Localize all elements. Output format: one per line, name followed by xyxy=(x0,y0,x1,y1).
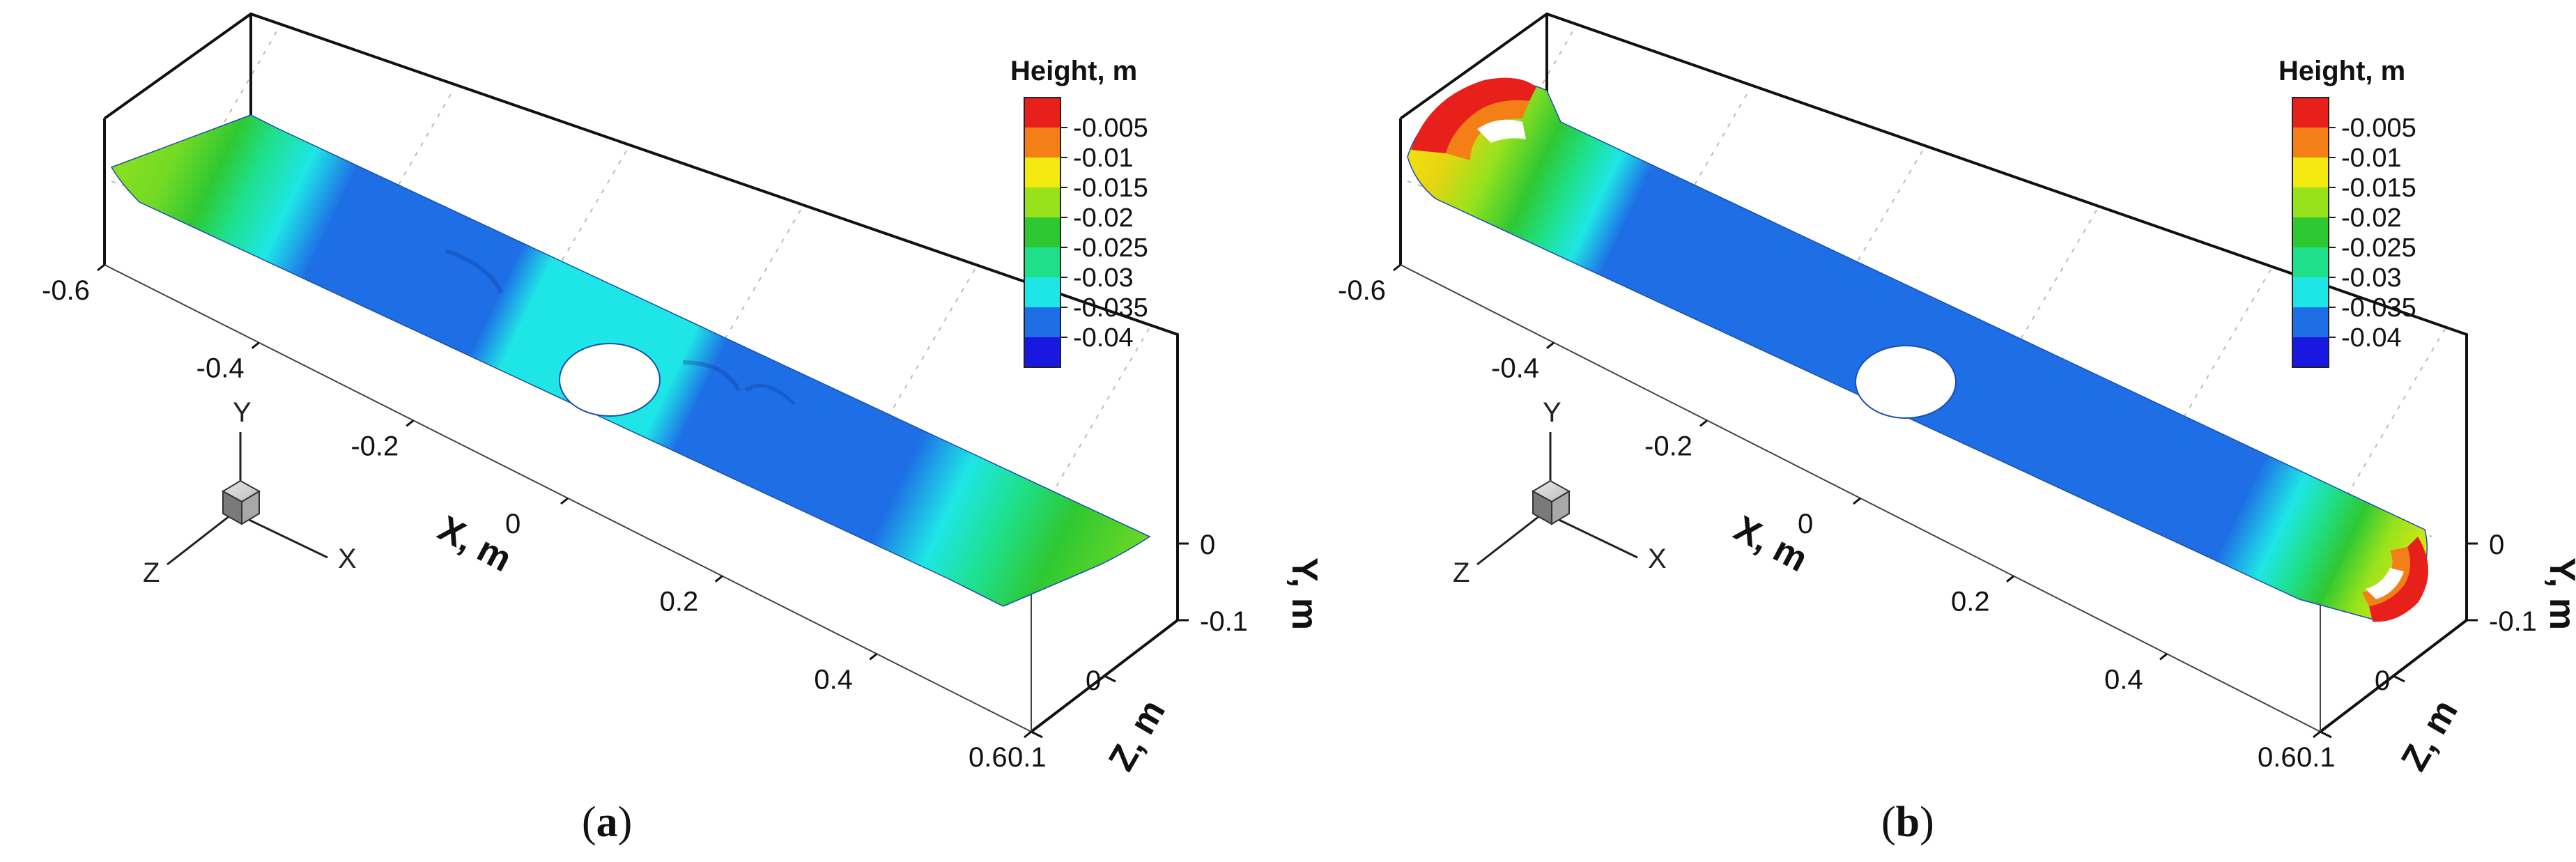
x-tick-label: 0 xyxy=(1798,509,1813,539)
legend-label: -0.03 xyxy=(1073,263,1134,293)
legend: Height, m -0.005-0.01-0.015-0.02-0.025-0… xyxy=(1010,56,1148,368)
y-tick-0: 0 xyxy=(2489,530,2504,560)
legend-label: -0.025 xyxy=(2341,233,2416,263)
legend-swatch xyxy=(2292,247,2329,277)
legend-swatch xyxy=(1024,98,1061,128)
legend-label: -0.01 xyxy=(1073,144,1134,173)
legend-swatch xyxy=(1024,157,1061,187)
triad-label-y: Y xyxy=(233,397,252,428)
x-axis-ticks: -0.6 -0.4 -0.2 0 0.2 0.4 0.6 xyxy=(42,263,1032,773)
legend-title: Height, m xyxy=(2278,56,2405,86)
x-tick-label: 0 xyxy=(505,509,520,539)
legend-swatch xyxy=(2292,337,2329,367)
z-tick-1: 0.1 xyxy=(2297,742,2336,773)
x-axis-ticks: -0.6 -0.4 -0.2 0 0.2 0.4 0.6 xyxy=(1338,263,2321,773)
legend-label: -0.02 xyxy=(2341,203,2402,233)
x-tick-label: -0.4 xyxy=(1491,353,1539,384)
legend-swatch xyxy=(2292,217,2329,247)
legend-swatch xyxy=(1024,247,1061,277)
triad-label-x: X xyxy=(1648,544,1667,574)
legend-swatch xyxy=(2292,128,2329,157)
legend-swatch xyxy=(1024,128,1061,157)
x-tick-label: -0.2 xyxy=(1644,431,1692,461)
legend-swatch xyxy=(1024,277,1061,307)
legend-swatch xyxy=(2292,157,2329,187)
grid-lines xyxy=(111,27,1150,537)
triad-label-z: Z xyxy=(1453,557,1470,588)
plate-notch-right xyxy=(2366,568,2404,599)
legend-label: -0.02 xyxy=(1073,203,1134,233)
x-tick-label: 0.4 xyxy=(2104,664,2143,695)
x-tick-label: -0.6 xyxy=(1338,275,1386,306)
y-tick-1: -0.1 xyxy=(2489,606,2537,637)
panel-b: -0.6-0.4-0.200.20.40.6 X, m 0 -0.1 Y, m … xyxy=(1338,12,2576,846)
legend-label: -0.035 xyxy=(1073,293,1148,323)
y-tick-0: 0 xyxy=(1200,530,1215,560)
z-tick-0: 0 xyxy=(2375,665,2390,696)
triad-label-z: Z xyxy=(143,557,160,588)
y-axis-title: Y, m xyxy=(1284,557,1325,630)
legend: Height, m -0.005-0.01-0.015-0.02-0.025-0… xyxy=(2278,56,2416,368)
legend-label: -0.035 xyxy=(2341,293,2416,323)
z-axis-title: Z, m xyxy=(2393,693,2466,778)
legend-swatch xyxy=(2292,307,2329,337)
plate-rim-left xyxy=(1411,77,1536,153)
legend-label: -0.005 xyxy=(2341,114,2416,143)
legend-swatch xyxy=(2292,187,2329,217)
legend-label: -0.04 xyxy=(1073,323,1134,353)
legend-title: Height, m xyxy=(1010,56,1137,86)
legend-label: -0.015 xyxy=(1073,174,1148,203)
grid-lines xyxy=(1407,27,2446,537)
legend-swatch xyxy=(1024,337,1061,367)
panel-caption: (a) xyxy=(582,799,632,846)
legend-swatch xyxy=(1024,187,1061,217)
y-axis-title: Y, m xyxy=(2542,557,2576,630)
x-tick-label: 0.6 xyxy=(969,742,1008,773)
legend-swatch xyxy=(2292,98,2329,128)
panel-a: -0.6-0.4-0.200.20.40.6 X, m 0 -0.1 Y, m … xyxy=(42,12,1325,846)
x-tick-label: -0.6 xyxy=(42,275,90,306)
triad-label-y: Y xyxy=(1543,397,1561,428)
x-tick-label: -0.4 xyxy=(196,353,245,384)
plate-hole xyxy=(559,343,661,417)
z-tick-0: 0 xyxy=(1086,665,1101,696)
legend-swatch xyxy=(1024,307,1061,337)
plate-rim-right xyxy=(2369,537,2428,622)
plate-hole xyxy=(1855,345,1957,419)
legend-swatch xyxy=(2292,277,2329,307)
y-tick-1: -0.1 xyxy=(1200,606,1248,637)
panel-caption: (b) xyxy=(1881,799,1934,846)
plate-rim-left-inner xyxy=(1446,100,1529,160)
x-tick-label: 0.4 xyxy=(814,664,853,695)
legend-label: -0.04 xyxy=(2341,323,2402,353)
z-tick-1: 0.1 xyxy=(1008,742,1047,773)
x-tick-label: 0.2 xyxy=(1951,587,1990,617)
orientation-triad: Y X Z xyxy=(1453,397,1667,588)
orientation-triad: Y X Z xyxy=(143,397,357,588)
x-tick-label: 0.2 xyxy=(660,587,699,617)
triad-label-x: X xyxy=(338,544,357,574)
legend-label: -0.01 xyxy=(2341,144,2402,173)
x-tick-label: 0.6 xyxy=(2258,742,2297,773)
legend-label: -0.03 xyxy=(2341,263,2402,293)
legend-swatch xyxy=(1024,217,1061,247)
x-tick-label: -0.2 xyxy=(350,431,399,461)
plate-notch-left xyxy=(1477,119,1526,143)
legend-label: -0.015 xyxy=(2341,174,2416,203)
legend-label: -0.025 xyxy=(1073,233,1148,263)
legend-label: -0.005 xyxy=(1073,114,1148,143)
z-axis-title: Z, m xyxy=(1101,693,1173,778)
